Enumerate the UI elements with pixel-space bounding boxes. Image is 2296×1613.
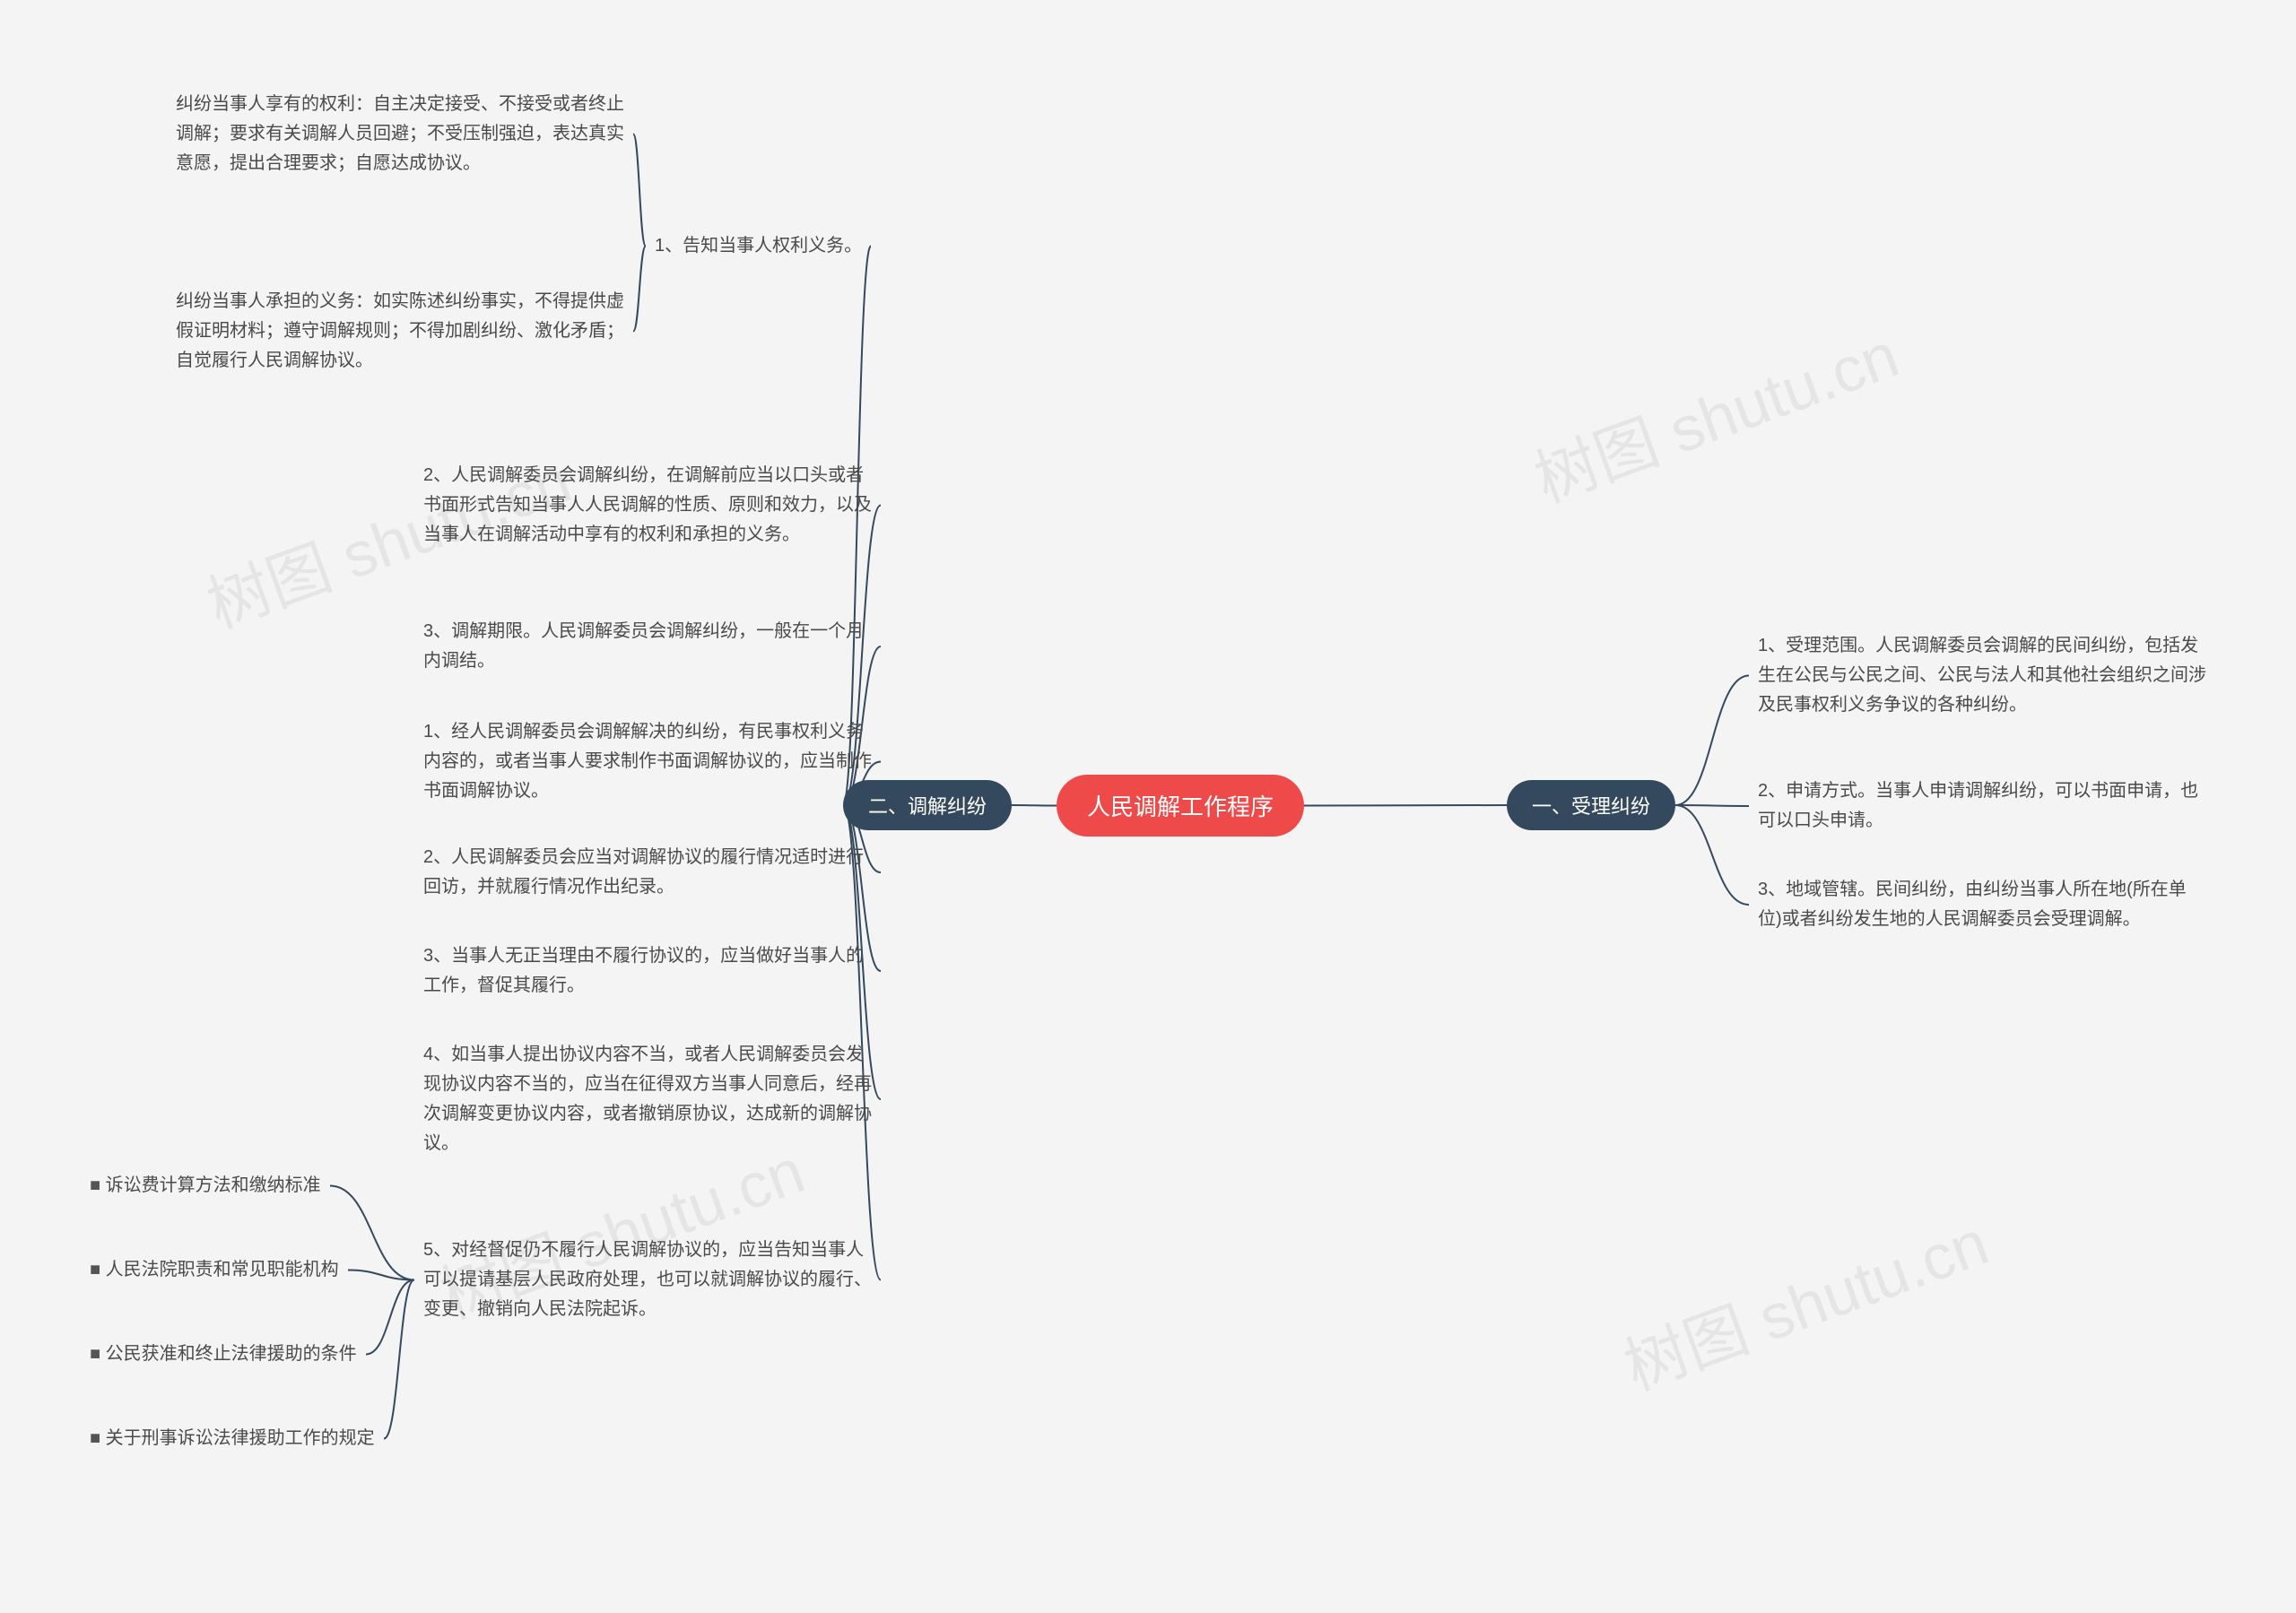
branch-left-sub-leaf-7-1: 人民法院职责和常见职能机构 (90, 1255, 339, 1285)
branch-left-leaf-5: 3、当事人无正当理由不履行协议的，应当做好当事人的工作，督促其履行。 (423, 941, 872, 1001)
branch-left-leaf-7: 5、对经督促仍不履行人民调解协议的，应当告知当事人可以提请基层人民政府处理，也可… (423, 1236, 872, 1324)
branch-right-leaf-2: 3、地域管辖。民间纠纷，由纠纷当事人所在地(所在单位)或者纠纷发生地的人民调解委… (1758, 875, 2206, 934)
branch-left-leaf-4: 2、人民调解委员会应当对调解协议的履行情况适时进行回访，并就履行情况作出纪录。 (423, 843, 872, 902)
branch-left-leaf-2: 3、调解期限。人民调解委员会调解纠纷，一般在一个月内调结。 (423, 617, 872, 676)
branch-right-leaf-1: 2、申请方式。当事人申请调解纠纷，可以书面申请，也可以口头申请。 (1758, 776, 2206, 836)
branch-left-leaf-1: 2、人民调解委员会调解纠纷，在调解前应当以口头或者书面形式告知当事人人民调解的性… (423, 461, 872, 550)
branch-left-sub-leaf-0-0: 纠纷当事人享有的权利：自主决定接受、不接受或者终止调解；要求有关调解人员回避；不… (176, 90, 624, 178)
branch-left-leaf-0: 1、告知当事人权利义务。 (655, 231, 862, 261)
branch-right[interactable]: 一、受理纠纷 (1507, 780, 1675, 830)
branch-left-sub-leaf-7-2: 公民获准和终止法律援助的条件 (90, 1340, 357, 1369)
center-node[interactable]: 人民调解工作程序 (1057, 775, 1304, 837)
branch-left-sub-leaf-0-1: 纠纷当事人承担的义务：如实陈述纠纷事实，不得提供虚假证明材料；遵守调解规则；不得… (176, 287, 624, 376)
watermark-3: 树图 shutu.cn (1611, 1193, 1999, 1409)
branch-left-sub-leaf-7-0: 诉讼费计算方法和缴纳标准 (90, 1171, 321, 1201)
branch-left-sub-leaf-7-3: 关于刑事诉讼法律援助工作的规定 (90, 1424, 375, 1453)
watermark-1: 树图 shutu.cn (1521, 306, 1909, 521)
branch-right-leaf-0: 1、受理范围。人民调解委员会调解的民间纠纷，包括发生在公民与公民之间、公民与法人… (1758, 631, 2206, 720)
branch-left-leaf-3: 1、经人民调解委员会调解解决的纠纷，有民事权利义务内容的，或者当事人要求制作书面… (423, 717, 872, 806)
mindmap-canvas: 人民调解工作程序 一、受理纠纷 二、调解纠纷 树图 shutu.cn树图 shu… (0, 0, 2296, 1613)
branch-left-leaf-6: 4、如当事人提出协议内容不当，或者人民调解委员会发现协议内容不当的，应当在征得双… (423, 1040, 872, 1158)
